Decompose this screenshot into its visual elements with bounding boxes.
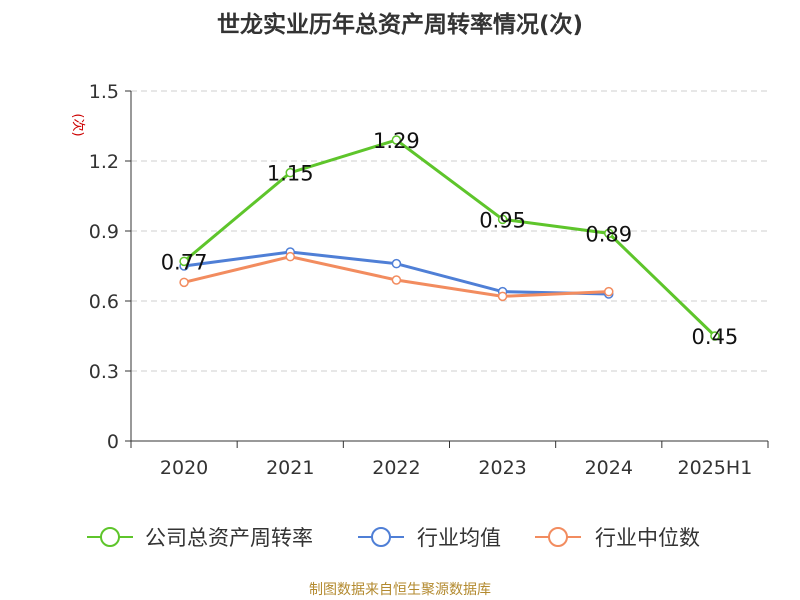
data-point [497, 214, 508, 225]
legend-label: 行业中位数 [595, 526, 700, 550]
data-point [710, 331, 720, 341]
y-tick-label: 0.6 [89, 291, 119, 313]
y-tick-label: 0.3 [89, 361, 119, 383]
y-axis-unit-label: (次) [70, 113, 86, 136]
data-point [604, 228, 614, 239]
data-point [391, 275, 402, 285]
source-credit: 制图数据来自恒生聚源数据库 [309, 582, 491, 598]
y-tick-label: 1.2 [89, 151, 119, 173]
legend-swatch-marker [371, 527, 391, 547]
x-tick-label: 2023 [478, 457, 526, 479]
data-point [391, 258, 402, 269]
x-tick-label: 2024 [585, 457, 633, 479]
y-tick-label: 0.9 [89, 221, 119, 243]
data-point [391, 135, 402, 145]
legend-label: 公司总资产周转率 [145, 526, 313, 550]
axes: 0 0.3 0.6 0.9 1.2 1.5(次) 2020 2021 2022 2023 2024 2… [70, 81, 769, 479]
data-label: 1.29 [373, 129, 420, 153]
legend-label: 行业均值 [417, 526, 501, 550]
grid-lines [131, 90, 768, 372]
y-tick-label: 1.5 [89, 81, 119, 103]
data-point [179, 277, 189, 288]
series-layer [179, 135, 720, 341]
data-labels: 0.77 1.15 1.29 0.95 0.89 0.45 [161, 129, 739, 349]
data-label: 0.45 [692, 325, 739, 349]
data-label: 0.77 [161, 250, 208, 274]
data-label: 1.15 [267, 162, 314, 186]
x-tick-label: 2025H1 [678, 457, 753, 479]
x-tick-label: 2021 [266, 457, 314, 479]
series-line [183, 250, 609, 296]
data-point [285, 251, 295, 262]
series-line [183, 138, 716, 338]
data-point [497, 291, 508, 302]
x-tick-label: 2022 [372, 457, 420, 479]
data-label: 0.95 [479, 208, 526, 232]
legend-swatch-marker [100, 527, 120, 547]
data-point [604, 286, 614, 297]
y-tick-label: 0 [107, 431, 119, 453]
data-label: 0.89 [585, 222, 632, 246]
data-point [179, 256, 189, 267]
data-point [285, 167, 295, 178]
legend-swatch-marker [548, 527, 568, 547]
x-tick-label: 2020 [160, 457, 208, 479]
legend: 公司总资产周转率 行业均值 行业中位数 [87, 526, 700, 550]
chart-title: 世龙实业历年总资产周转率情况(次) [216, 12, 584, 38]
